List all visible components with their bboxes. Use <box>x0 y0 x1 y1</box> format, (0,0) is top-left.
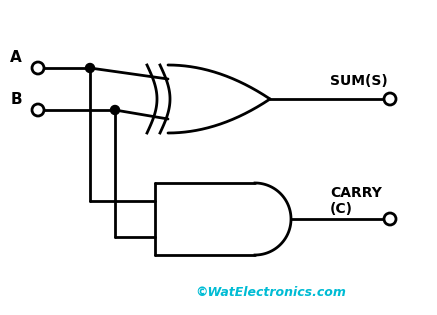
Circle shape <box>86 64 94 72</box>
Circle shape <box>111 106 119 114</box>
Text: SUM(S): SUM(S) <box>330 74 388 88</box>
Circle shape <box>384 93 396 105</box>
Circle shape <box>32 62 44 74</box>
Circle shape <box>384 213 396 225</box>
Text: CARRY
(C): CARRY (C) <box>330 186 382 216</box>
Text: ©WatElectronics.com: ©WatElectronics.com <box>195 286 347 300</box>
Circle shape <box>32 104 44 116</box>
Text: A: A <box>10 50 22 65</box>
Text: B: B <box>10 92 22 107</box>
